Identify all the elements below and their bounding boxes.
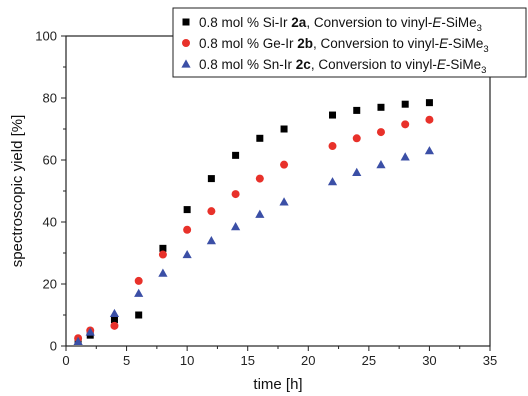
data-point (401, 120, 410, 129)
data-point (232, 151, 240, 159)
y-axis: 0 20 40 60 80 100 (35, 29, 66, 354)
y-tick-label: 20 (43, 277, 57, 292)
x-tick-label: 15 (240, 353, 254, 368)
series-3 (73, 146, 435, 345)
x-tick-label: 25 (362, 353, 376, 368)
data-point (110, 321, 119, 330)
data-point (376, 160, 386, 169)
y-tick-label: 40 (43, 215, 57, 230)
data-point (353, 106, 361, 114)
data-point (110, 316, 118, 324)
data-point (231, 190, 240, 199)
series-1 (74, 99, 433, 345)
data-point (207, 175, 215, 183)
legend-marker (181, 59, 191, 68)
data-point (231, 222, 241, 231)
x-tick-label: 5 (123, 353, 130, 368)
data-point (207, 207, 216, 216)
data-point (328, 142, 337, 151)
data-point (280, 160, 289, 169)
data-point (85, 327, 95, 336)
x-tick-label: 30 (422, 353, 436, 368)
legend-box (172, 7, 527, 78)
plot-area-frame (65, 35, 491, 347)
data-point (376, 128, 385, 137)
legend-marker (182, 39, 190, 47)
data-point (327, 177, 338, 186)
legend-label: 0.8 mol % Sn-Ir 2c, Conversion to vinyl-… (199, 57, 486, 76)
data-point (183, 206, 191, 214)
data-point (182, 249, 192, 259)
legend-label: 0.8 mol % Ge-Ir 2b, Conversion to vinyl-… (199, 36, 489, 55)
data-point (158, 250, 167, 259)
legend-label: 0.8 mol % Si-Ir 2a, Conversion to vinyl-… (199, 15, 482, 34)
legend-marker (182, 18, 190, 26)
x-tick-label: 20 (301, 353, 315, 368)
x-tick-label: 35 (483, 353, 497, 368)
data-point (256, 134, 264, 142)
x-axis-title: time [h] (253, 376, 302, 393)
y-axis-title: spectroscopic yield [%] (9, 115, 26, 268)
series-2 (74, 115, 434, 343)
x-axis: 0 5 10 15 20 25 30 35 (62, 346, 497, 368)
data-point (255, 209, 265, 218)
data-point (352, 134, 361, 143)
data-point (329, 111, 337, 119)
data-point (206, 236, 216, 245)
data-point (158, 268, 168, 277)
data-point (425, 115, 434, 124)
data-point (401, 100, 409, 108)
data-point (183, 225, 192, 234)
data-point (377, 103, 385, 111)
data-point (134, 276, 143, 285)
data-point (134, 288, 144, 297)
data-point (135, 311, 143, 319)
y-tick-label: 80 (43, 91, 57, 106)
data-point (159, 244, 167, 252)
data-point (255, 174, 264, 183)
data-point (109, 308, 120, 318)
y-tick-label: 60 (43, 153, 57, 168)
data-point (425, 99, 433, 107)
data-point (352, 167, 362, 176)
data-point (279, 197, 289, 206)
y-tick-label: 0 (50, 339, 57, 354)
x-tick-label: 10 (180, 353, 194, 368)
data-point (400, 152, 410, 161)
data-point (73, 336, 83, 345)
x-tick-label: 0 (62, 353, 69, 368)
legend: 0.8 mol % Si-Ir 2a, Conversion to vinyl-… (172, 7, 527, 78)
series-layer (73, 99, 435, 345)
y-tick-label: 100 (35, 29, 57, 44)
data-point (280, 125, 288, 133)
data-point (424, 146, 435, 155)
